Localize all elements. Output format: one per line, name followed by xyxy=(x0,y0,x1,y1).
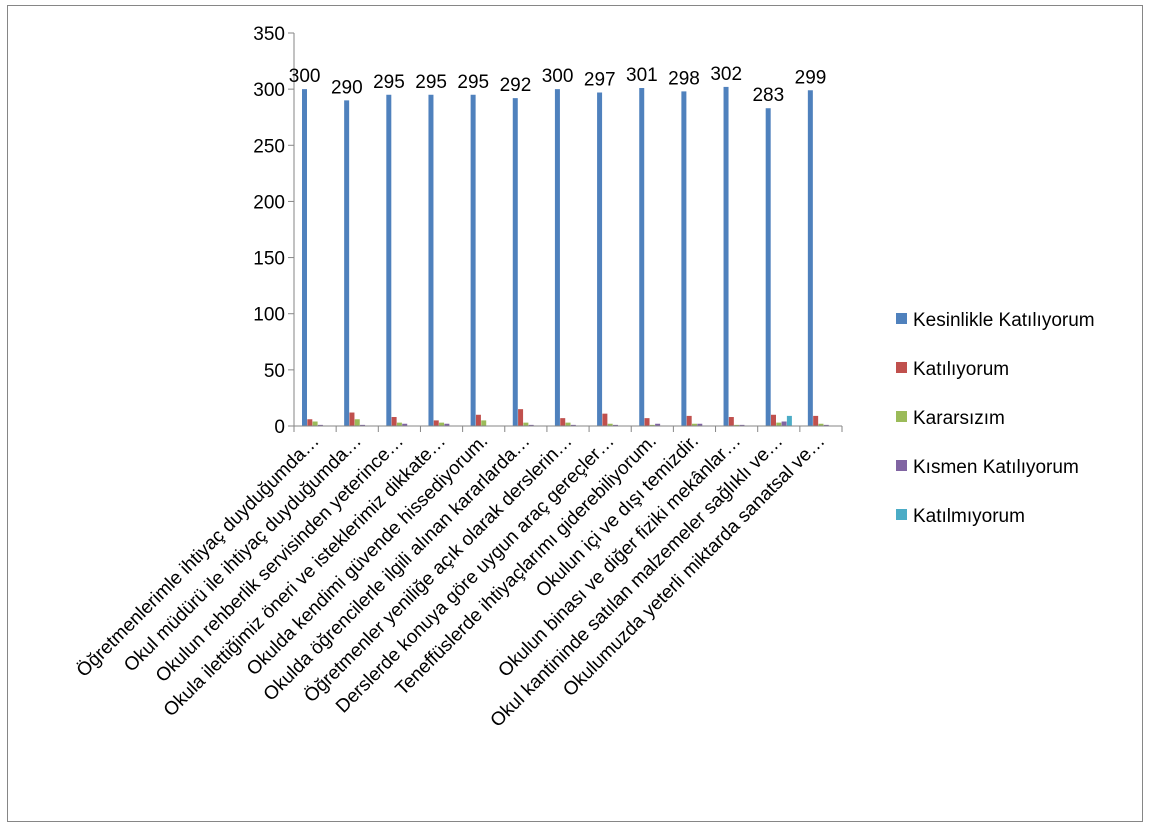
bar-3-5 xyxy=(481,420,487,426)
data-label-6: 292 xyxy=(500,75,532,96)
y-tick-label-3: 100 xyxy=(253,305,285,326)
bar-3-3 xyxy=(396,422,402,426)
bar-4-11 xyxy=(739,424,745,426)
bar-2-3 xyxy=(391,417,397,426)
bar-4-13 xyxy=(823,424,829,426)
y-tick-label-7: 300 xyxy=(253,80,285,101)
bar-3-10 xyxy=(691,423,697,426)
data-labels-group: 300 290 295 295 295 292 300 297 301 298 302 283 299 xyxy=(289,64,827,106)
data-label-8: 297 xyxy=(584,70,616,91)
chart-frame xyxy=(7,5,1143,822)
bar-1-11 xyxy=(723,86,729,427)
bar-2-6 xyxy=(518,409,524,426)
bar-2-4 xyxy=(433,420,439,426)
data-label-5: 295 xyxy=(457,72,489,93)
bar-1-4 xyxy=(428,94,434,426)
bar-2-2 xyxy=(349,412,355,426)
legend-swatch-5 xyxy=(896,509,907,520)
bar-3-2 xyxy=(354,419,360,426)
bar-2-7 xyxy=(560,418,566,426)
bar-2-12 xyxy=(770,414,776,426)
bar-1-13 xyxy=(807,90,813,427)
bar-2-11 xyxy=(728,417,734,426)
bar-1-12 xyxy=(765,108,771,426)
data-label-11: 302 xyxy=(710,64,742,85)
legend: Kesinlikle Katılıyorum Katılıyorum Kararsı… xyxy=(896,310,1095,527)
x-tick-labels-group: Öğretmenlerimle ihtiyaç duyduğumda…Okul … xyxy=(73,431,830,732)
bar-3-7 xyxy=(565,422,571,426)
bar-3-4 xyxy=(439,422,445,426)
bar-3-12 xyxy=(776,422,782,426)
bar-2-10 xyxy=(686,415,692,426)
y-tick-label-4: 150 xyxy=(253,249,285,270)
data-label-3: 295 xyxy=(373,72,405,93)
data-label-2: 290 xyxy=(331,77,363,98)
bar-4-2 xyxy=(360,424,366,426)
bar-1-7 xyxy=(554,89,560,426)
legend-swatch-3 xyxy=(896,411,907,422)
bar-1-2 xyxy=(344,100,350,427)
bar-4-7 xyxy=(570,424,576,426)
bar-2-8 xyxy=(602,413,608,426)
data-label-12: 283 xyxy=(752,85,784,106)
bar-4-9 xyxy=(655,423,661,426)
bars-group xyxy=(302,86,829,427)
legend-label-5: Katılmıyorum xyxy=(913,506,1025,527)
bar-4-3 xyxy=(402,423,408,426)
bar-1-8 xyxy=(597,92,603,426)
bar-3-8 xyxy=(607,423,613,426)
legend-label-4: Kısmen Katılıyorum xyxy=(913,457,1079,478)
bar-1-6 xyxy=(512,98,518,426)
y-tick-label-1: 0 xyxy=(274,417,285,438)
data-label-13: 299 xyxy=(795,67,827,88)
legend-swatch-4 xyxy=(896,460,907,471)
bar-4-1 xyxy=(317,424,323,426)
bar-5-12 xyxy=(786,415,792,426)
bar-3-1 xyxy=(312,421,318,426)
bar-4-6 xyxy=(528,424,534,426)
bar-2-1 xyxy=(307,419,313,426)
bar-4-8 xyxy=(612,424,618,426)
bar-4-4 xyxy=(444,423,450,426)
bar-1-1 xyxy=(302,89,307,426)
bar-1-10 xyxy=(681,91,687,426)
bar-1-3 xyxy=(386,94,392,426)
legend-swatch-1 xyxy=(896,313,907,324)
bar-3-6 xyxy=(523,422,529,426)
data-label-10: 298 xyxy=(668,68,700,89)
bar-2-9 xyxy=(644,418,650,426)
legend-label-2: Katılıyorum xyxy=(913,359,1009,380)
y-tick-label-5: 200 xyxy=(253,192,285,213)
bar-4-12 xyxy=(781,421,787,426)
data-label-1: 300 xyxy=(289,66,321,87)
legend-label-1: Kesinlikle Katılıyorum xyxy=(913,310,1095,331)
bar-1-5 xyxy=(470,94,476,426)
data-label-4: 295 xyxy=(415,72,447,93)
data-label-9: 301 xyxy=(626,65,658,86)
y-tick-label-8: 350 xyxy=(253,24,285,45)
bar-2-5 xyxy=(475,414,481,426)
bar-4-10 xyxy=(697,423,703,426)
bar-3-13 xyxy=(818,423,824,426)
data-label-7: 300 xyxy=(542,66,574,87)
legend-label-3: Kararsızım xyxy=(913,408,1005,429)
bar-3-11 xyxy=(734,424,740,426)
bar-3-9 xyxy=(649,424,655,426)
bar-1-9 xyxy=(639,88,645,427)
legend-swatch-2 xyxy=(896,362,907,373)
bar-2-13 xyxy=(813,415,819,426)
y-tick-label-6: 250 xyxy=(253,136,285,157)
y-tick-label-2: 50 xyxy=(264,361,285,382)
